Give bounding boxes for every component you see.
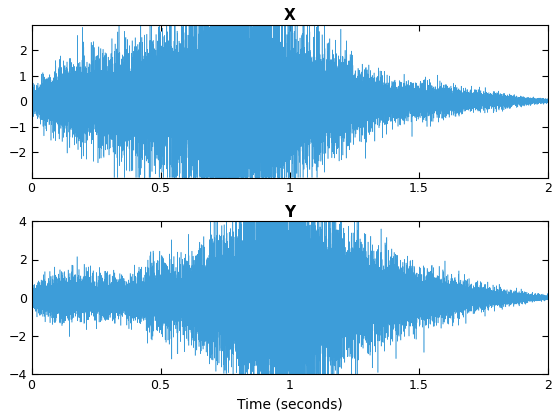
Title: Y: Y	[284, 205, 295, 220]
Title: X: X	[284, 8, 296, 24]
X-axis label: Time (seconds): Time (seconds)	[237, 398, 343, 412]
